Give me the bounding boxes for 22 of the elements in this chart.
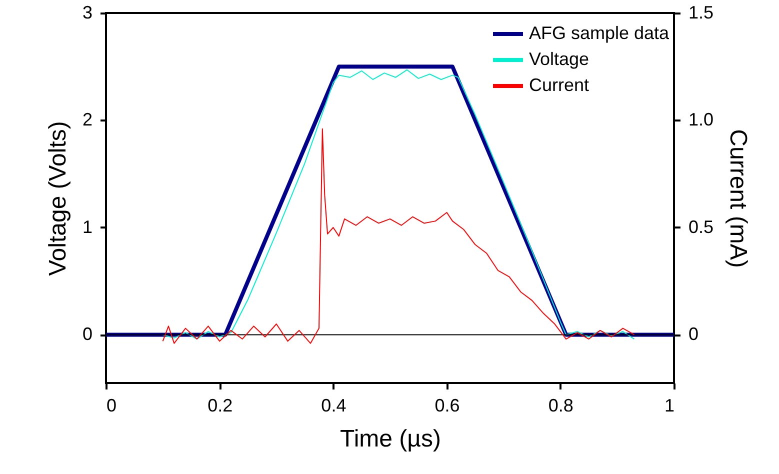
x-tick-label: 0: [106, 396, 117, 416]
x-tick-label: 1: [664, 396, 674, 416]
y-tick-label: 0: [82, 324, 92, 344]
legend-label: AFG sample data: [529, 23, 670, 43]
line-series: [162, 69, 635, 340]
y-tick-label: 2: [82, 110, 92, 130]
y-tick-label: 3: [82, 2, 92, 22]
y-tick-label: 1: [82, 216, 92, 237]
y2-tick-label: 1.5: [688, 2, 714, 22]
y2-tick-label: 0.5: [688, 216, 714, 237]
x-tick-label: 0.8: [548, 396, 574, 416]
x-axis-title: Time (µs): [340, 426, 441, 452]
line-series: [162, 128, 635, 344]
legend-label: Current: [529, 75, 590, 95]
x-tick-label: 0.2: [208, 396, 233, 416]
y2-tick-label: 0: [688, 324, 699, 344]
legend-label: Voltage: [529, 49, 590, 69]
x-tick-label: 0.6: [434, 396, 460, 416]
y-axis-title: Voltage (Volts): [44, 121, 72, 276]
x-tick-label: 0.4: [321, 396, 346, 416]
y2-axis-title: Current (mA): [724, 129, 752, 268]
y2-tick-label: 1.0: [688, 110, 714, 130]
